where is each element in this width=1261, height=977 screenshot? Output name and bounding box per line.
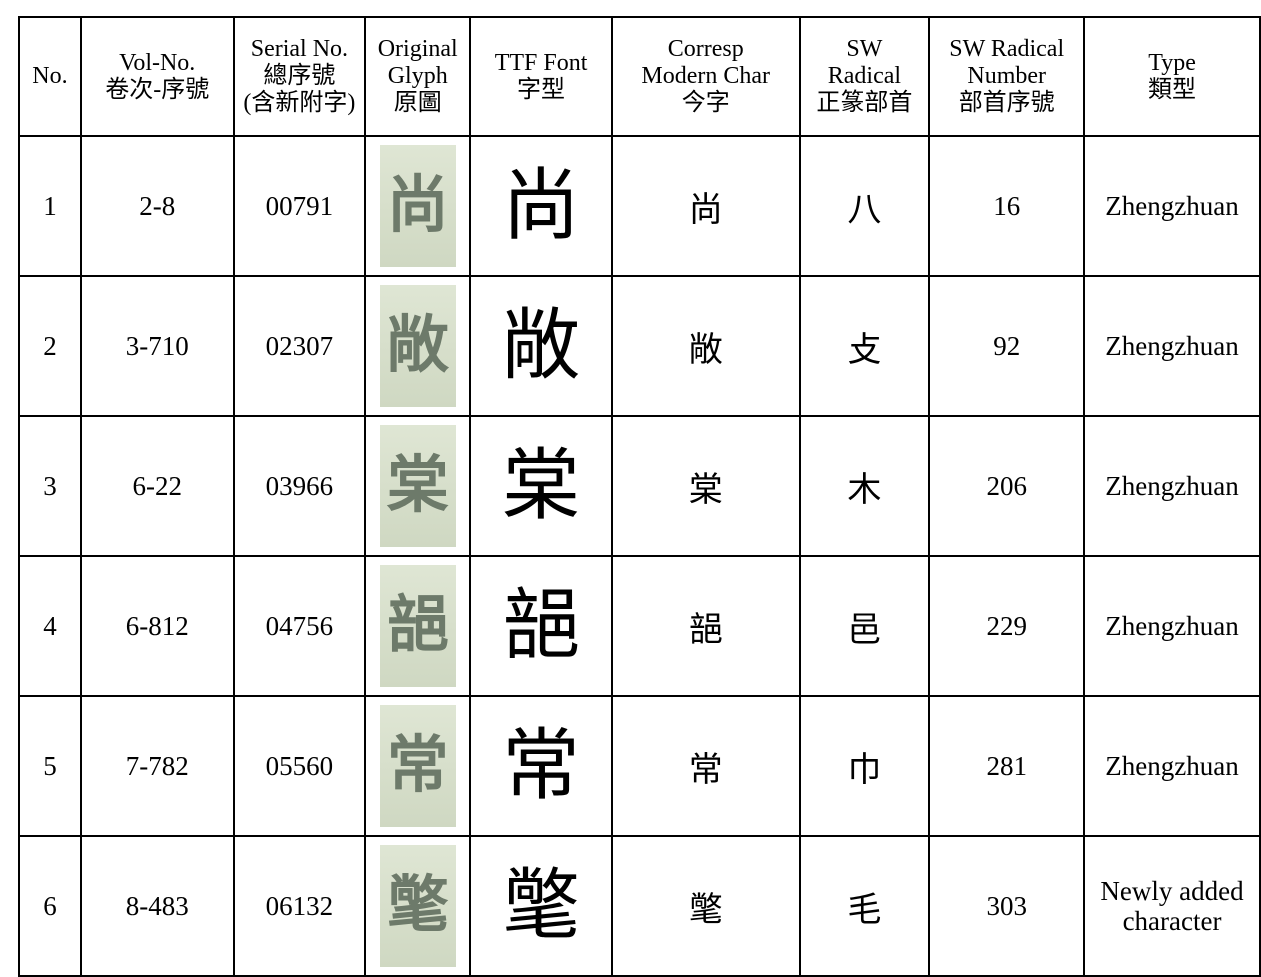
modern-char-cell: 敞 bbox=[610, 275, 801, 417]
original-glyph-image: 敞 bbox=[379, 285, 456, 407]
radical-cell: 邑 bbox=[798, 555, 931, 697]
modern-char-cell: 棠 bbox=[610, 415, 801, 557]
original-glyph-cell: 尚 bbox=[364, 135, 472, 277]
original-glyph-cell: 敞 bbox=[364, 275, 472, 417]
serial-cell: 00791 bbox=[232, 135, 367, 277]
original-glyph-image: 氅 bbox=[379, 845, 456, 967]
serial-cell: 05560 bbox=[232, 695, 367, 837]
radical-cell: 巾 bbox=[798, 695, 931, 837]
table-row: 6 8-483 06132 氅氅氅毛 303 Newly added character bbox=[18, 835, 1261, 977]
vol-cell: 8-483 bbox=[79, 835, 235, 977]
header-cell: Original Glyph 原圖 bbox=[364, 16, 472, 137]
modern-char-cell: 常 bbox=[610, 695, 801, 837]
table-row: 4 6-812 04756 郶郶郶邑 229 Zhengzhuan bbox=[18, 555, 1261, 697]
ttf-glyph-cell: 氅 bbox=[469, 835, 613, 977]
glyph-table: No. Vol-No. 卷次-序號 Serial No. 總序號 (含新附字) Ori… bbox=[18, 16, 1261, 977]
type-cell: Zhengzhuan bbox=[1083, 275, 1261, 417]
radical-number-cell: 303 bbox=[928, 835, 1086, 977]
radical-cell: 攴 bbox=[798, 275, 931, 417]
ttf-glyph: 敞 bbox=[502, 302, 581, 389]
modern-char-cell: 郶 bbox=[610, 555, 801, 697]
type-cell: Zhengzhuan bbox=[1083, 695, 1261, 837]
table-row: 2 3-710 02307 敞敞敞攴 92 Zhengzhuan bbox=[18, 275, 1261, 417]
radical-cell: 木 bbox=[798, 415, 931, 557]
no-cell: 3 bbox=[18, 415, 82, 557]
ttf-glyph-cell: 棠 bbox=[469, 415, 613, 557]
no-cell: 2 bbox=[18, 275, 82, 417]
type-cell: Newly added character bbox=[1083, 835, 1261, 977]
original-glyph-image: 常 bbox=[379, 705, 456, 827]
ttf-glyph: 氅 bbox=[502, 862, 581, 949]
radical-number-cell: 16 bbox=[928, 135, 1086, 277]
original-glyph-image: 郶 bbox=[379, 565, 456, 687]
header-cell: Vol-No. 卷次-序號 bbox=[79, 16, 235, 137]
table-body: 1 2-8 00791 尚尚尚八 16 Zhengzhuan 2 3-710 02307 敞敞敞攴… bbox=[18, 135, 1261, 977]
header-cell: SW Radical 正篆部首 bbox=[798, 16, 931, 137]
no-cell: 5 bbox=[18, 695, 82, 837]
ttf-glyph: 棠 bbox=[502, 442, 581, 529]
modern-char-cell: 尚 bbox=[610, 135, 801, 277]
vol-cell: 7-782 bbox=[79, 695, 235, 837]
radical-cell: 毛 bbox=[798, 835, 931, 977]
original-glyph-cell: 棠 bbox=[364, 415, 472, 557]
vol-cell: 3-710 bbox=[79, 275, 235, 417]
header-cell: Type 類型 bbox=[1083, 16, 1261, 137]
original-glyph-cell: 常 bbox=[364, 695, 472, 837]
type-cell: Zhengzhuan bbox=[1083, 555, 1261, 697]
original-glyph-cell: 氅 bbox=[364, 835, 472, 977]
no-cell: 4 bbox=[18, 555, 82, 697]
modern-char-cell: 氅 bbox=[610, 835, 801, 977]
radical-number-cell: 92 bbox=[928, 275, 1086, 417]
original-glyph-cell: 郶 bbox=[364, 555, 472, 697]
ttf-glyph-cell: 尚 bbox=[469, 135, 613, 277]
ttf-glyph: 常 bbox=[502, 722, 581, 809]
original-glyph-image: 尚 bbox=[379, 145, 456, 267]
ttf-glyph-cell: 常 bbox=[469, 695, 613, 837]
serial-cell: 03966 bbox=[232, 415, 367, 557]
table-row: 1 2-8 00791 尚尚尚八 16 Zhengzhuan bbox=[18, 135, 1261, 277]
header-cell: SW Radical Number 部首序號 bbox=[928, 16, 1086, 137]
radical-number-cell: 281 bbox=[928, 695, 1086, 837]
ttf-glyph: 郶 bbox=[502, 582, 581, 669]
table-row: 5 7-782 05560 常常常巾 281 Zhengzhuan bbox=[18, 695, 1261, 837]
header-cell: TTF Font 字型 bbox=[469, 16, 613, 137]
header-cell: No. bbox=[18, 16, 82, 137]
radical-number-cell: 206 bbox=[928, 415, 1086, 557]
radical-cell: 八 bbox=[798, 135, 931, 277]
type-cell: Zhengzhuan bbox=[1083, 415, 1261, 557]
header-row: No. Vol-No. 卷次-序號 Serial No. 總序號 (含新附字) Ori… bbox=[18, 16, 1261, 137]
serial-cell: 02307 bbox=[232, 275, 367, 417]
radical-number-cell: 229 bbox=[928, 555, 1086, 697]
serial-cell: 04756 bbox=[232, 555, 367, 697]
serial-cell: 06132 bbox=[232, 835, 367, 977]
vol-cell: 6-812 bbox=[79, 555, 235, 697]
vol-cell: 2-8 bbox=[79, 135, 235, 277]
vol-cell: 6-22 bbox=[79, 415, 235, 557]
no-cell: 1 bbox=[18, 135, 82, 277]
ttf-glyph: 尚 bbox=[502, 162, 581, 249]
type-cell: Zhengzhuan bbox=[1083, 135, 1261, 277]
original-glyph-image: 棠 bbox=[379, 425, 456, 547]
header-cell: Serial No. 總序號 (含新附字) bbox=[232, 16, 367, 137]
header-cell: Corresp Modern Char 今字 bbox=[610, 16, 801, 137]
no-cell: 6 bbox=[18, 835, 82, 977]
table-wrap: No. Vol-No. 卷次-序號 Serial No. 總序號 (含新附字) Ori… bbox=[18, 16, 1261, 977]
ttf-glyph-cell: 敞 bbox=[469, 275, 613, 417]
ttf-glyph-cell: 郶 bbox=[469, 555, 613, 697]
table-row: 3 6-22 03966 棠棠棠木 206 Zhengzhuan bbox=[18, 415, 1261, 557]
